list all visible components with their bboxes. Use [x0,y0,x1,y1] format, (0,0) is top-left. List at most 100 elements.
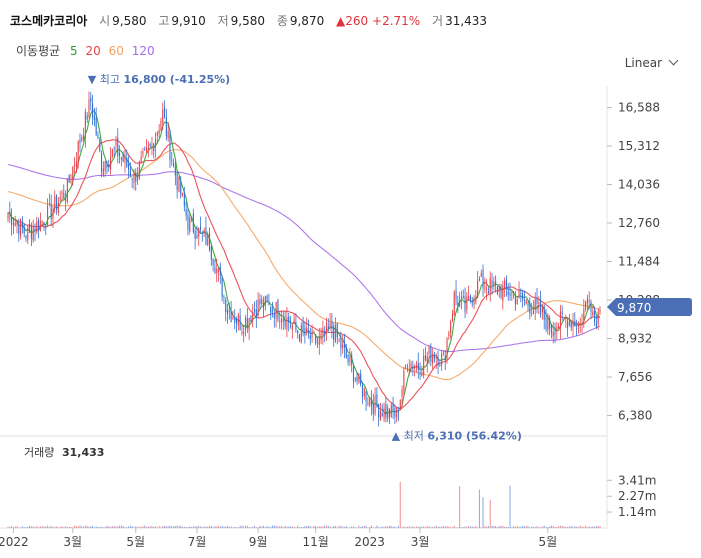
candle-body [61,192,63,195]
volume-bar [255,527,257,528]
candle-body [498,287,500,291]
volume-bar [126,527,128,528]
current-price-label: 9,870 [617,301,651,315]
candle-body [228,311,230,312]
candle-body [190,216,193,221]
volume-bar [174,526,176,528]
candle-body [585,301,587,310]
volume-bar [432,527,434,528]
candle-body [469,295,471,301]
candle-body [419,372,421,375]
candle-body [110,156,112,170]
candle-body [415,365,418,368]
volume-bar [70,526,72,528]
candle-body [237,314,239,326]
candle-body [486,288,488,291]
volume-bar [253,525,256,528]
candle-body [57,202,59,214]
moving-average-legend[interactable]: 이동평균 5 20 60 120 [16,42,159,59]
candle-body [117,137,119,156]
candle-body [495,280,497,285]
volume-bar [408,526,410,528]
volume-bar [279,526,281,528]
volume-bar [514,526,516,528]
candle-body [406,369,409,370]
volume-bar [401,527,403,528]
candle-body [442,353,444,355]
candle-body [21,221,23,228]
volume-bar [316,527,319,528]
candle-body [113,148,115,149]
x-tick-label: 5월 [538,535,557,549]
scale-label: Linear [624,56,662,70]
candle-body [20,219,22,237]
candle-body [97,135,99,138]
volume-bar [180,525,182,528]
candle-body [11,217,13,226]
ma-120: 120 [131,44,155,58]
candle-body [513,291,515,294]
low-value: 9,580 [230,14,265,28]
volume-bar [516,525,518,528]
volume-bar [356,527,358,528]
volume-bar [570,525,572,528]
candle-body [376,394,378,407]
candle-body [414,366,416,368]
candle-body [52,209,54,220]
ma-120-line [7,163,601,353]
candle-body [331,321,333,329]
candle-body [81,136,83,141]
volume-bar [511,527,513,528]
volume-bar [140,526,142,528]
volume-bar [146,526,148,528]
volume-bar [489,499,491,528]
candle-body [79,139,81,144]
volume-bar [262,525,265,528]
candle-body [561,312,563,314]
candle-body [216,268,218,274]
volume-bar [457,527,459,528]
candle-body [234,317,236,323]
volume-bar [208,526,211,528]
volume-bar [414,527,416,528]
candle-body [39,220,41,231]
candle-body [370,400,373,406]
candle-body [493,282,495,285]
candle-body [45,225,47,227]
candle-body [18,225,20,235]
volume-bar [61,526,63,528]
candle-body [408,368,410,372]
volume-bar [486,526,488,528]
volume-bar [574,526,576,528]
candle-body [162,109,164,123]
scale-selector[interactable]: Linear [624,55,679,70]
volume-bar [120,525,122,528]
candle-body [365,391,367,402]
volume-bar [561,525,563,528]
candle-body [88,99,90,117]
volume-bar [111,526,113,528]
volume-bar [160,527,162,528]
ma-label: 이동평균 [16,44,61,58]
volume-bar [552,525,554,528]
candle-body [432,353,434,364]
candle-body [135,172,137,182]
volume-bar [77,526,79,528]
candle-body [450,321,452,333]
candle-body [99,139,101,151]
volume-bar [194,526,196,528]
candle-body [424,355,426,361]
candle-body [462,296,464,298]
candle-body [149,143,151,147]
candle-body [531,313,533,315]
candle-body [327,326,329,329]
candle-body [595,322,597,329]
volume-bar [534,526,536,528]
price-tick-label: 6,380 [618,409,652,423]
candle-body [235,319,238,324]
candle-body [115,139,117,146]
volume-bar [189,526,191,528]
volume-bar [450,527,452,528]
volume-bar [394,526,396,528]
